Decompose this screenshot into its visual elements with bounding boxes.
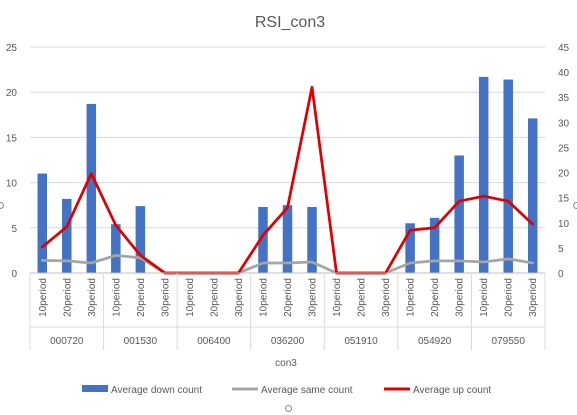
right-tick-label: 0	[558, 269, 564, 280]
x-tick-label: 20period	[357, 278, 368, 317]
left-tick-label: 10	[6, 179, 18, 190]
legend-label: Average same count	[261, 385, 353, 396]
bar[interactable]	[135, 206, 146, 273]
line-series-up[interactable]	[40, 85, 535, 275]
bar[interactable]	[307, 207, 317, 273]
x-tick-label: 10period	[332, 278, 343, 317]
x-tick-label: 30period	[528, 278, 539, 317]
legend: Average down count Average same count Aver…	[82, 385, 491, 396]
x-tick-label: 30period	[234, 278, 245, 317]
right-tick-label: 20	[558, 169, 570, 180]
x-tick-label: 30period	[308, 278, 319, 317]
group-label: 006400	[197, 336, 231, 347]
left-tick-label: 15	[6, 133, 18, 144]
group-label: 001530	[124, 336, 158, 347]
legend-label: Average up count	[413, 385, 491, 396]
category-axis: 10period 20period 30period 10period 20period…	[29, 272, 546, 350]
bar[interactable]	[62, 198, 72, 273]
x-tick-label: 20period	[62, 278, 73, 317]
x-tick-label: 20period	[504, 278, 515, 317]
left-tick-label: 20	[6, 88, 18, 99]
left-tick-label: 0	[11, 269, 17, 280]
right-tick-label: 10	[558, 219, 570, 230]
legend-swatch	[82, 385, 108, 392]
group-axis-label: con3	[275, 358, 297, 369]
x-tick-label: 10period	[185, 278, 196, 317]
left-tick-label: 5	[11, 224, 17, 235]
right-tick-label: 15	[558, 194, 570, 205]
x-tick-label: 10period	[111, 278, 122, 317]
x-tick-label: 20period	[136, 278, 147, 317]
x-tick-label: 30period	[381, 278, 392, 317]
x-tick-label: 30period	[87, 278, 98, 317]
resize-handle-right[interactable]	[573, 202, 577, 209]
group-label: 036200	[271, 336, 305, 347]
legend-label: Average down count	[111, 385, 202, 396]
right-tick-label: 35	[558, 93, 570, 104]
bar-series-down	[37, 76, 538, 274]
bar[interactable]	[111, 224, 121, 273]
x-tick-label: 30period	[455, 278, 466, 317]
bar[interactable]	[454, 155, 464, 273]
left-axis: 0 5 10 15 20 25	[6, 43, 18, 280]
line-series	[40, 85, 535, 275]
group-label: 079550	[492, 336, 526, 347]
x-tick-label: 10period	[406, 278, 417, 317]
x-tick-label: 20period	[209, 278, 220, 317]
group-label: 051910	[344, 336, 378, 347]
resize-handle-bottom[interactable]	[285, 405, 292, 412]
x-tick-label: 30period	[160, 278, 171, 317]
bar[interactable]	[503, 79, 513, 273]
line-series-same[interactable]	[40, 254, 535, 275]
bar[interactable]	[37, 173, 48, 273]
left-tick-label: 25	[6, 43, 18, 54]
x-tick-label: 20period	[430, 278, 441, 317]
right-tick-label: 5	[558, 244, 564, 255]
bar[interactable]	[429, 217, 440, 273]
right-tick-label: 25	[558, 143, 570, 154]
bar[interactable]	[282, 205, 293, 273]
right-tick-label: 40	[558, 68, 570, 79]
group-label: 000720	[50, 336, 84, 347]
resize-handle-left[interactable]	[0, 202, 4, 209]
bar[interactable]	[258, 207, 268, 273]
right-axis: 0 5 10 15 20 25 30 35 40 45	[558, 43, 570, 280]
x-tick-label: 10period	[38, 278, 49, 317]
x-tick-label: 10period	[479, 278, 490, 317]
right-tick-label: 45	[558, 43, 570, 54]
chart-title: RSI_con3	[255, 14, 325, 31]
bar[interactable]	[478, 76, 489, 273]
bar[interactable]	[405, 223, 415, 273]
bar[interactable]	[86, 103, 97, 274]
x-tick-label: 20period	[283, 278, 294, 317]
bar[interactable]	[527, 118, 538, 273]
right-tick-label: 30	[558, 118, 570, 129]
group-label: 054920	[418, 336, 452, 347]
x-tick-label: 10period	[258, 278, 269, 317]
